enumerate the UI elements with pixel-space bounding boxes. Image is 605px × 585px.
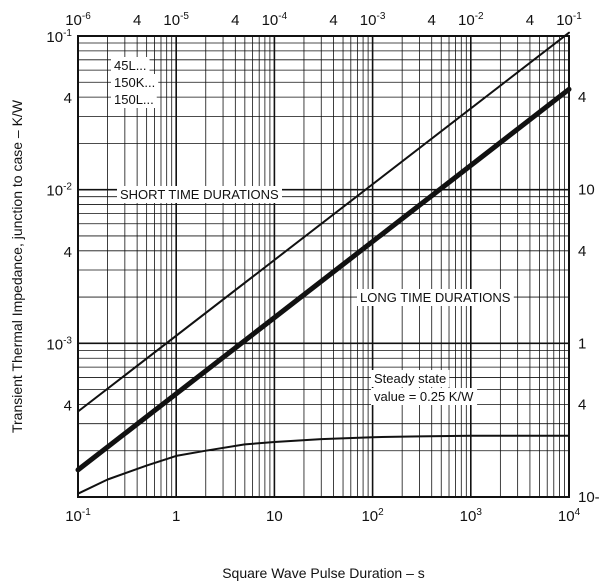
right-tick-label: 4: [578, 243, 586, 260]
right-tick-label: 10-: [578, 489, 600, 506]
legend-entry-group: 150K...: [111, 74, 158, 91]
y-tick-label: 4: [64, 397, 72, 414]
x-axis-title: Square Wave Pulse Duration – s: [222, 565, 425, 581]
legend-entry: 150L...: [114, 92, 154, 107]
annotation-short-time: SHORT TIME DURATIONS: [120, 187, 279, 202]
legend-entry-group: 45L...: [111, 57, 150, 74]
y-tick-label: 10-2: [46, 182, 72, 200]
top-tick-label: 10-5: [163, 11, 189, 29]
top-tick-label: 10-3: [360, 11, 386, 29]
right-tick-label: 10: [578, 182, 595, 199]
top-tick-label: 10-2: [458, 11, 484, 29]
y-tick-label: 10-1: [46, 28, 72, 46]
right-tick-label: 4: [578, 89, 586, 106]
top-tick-label: 4: [329, 12, 337, 29]
annotation-steady-state-group: Steady state: [371, 370, 449, 387]
annotation-short-time-group: SHORT TIME DURATIONS: [117, 186, 282, 203]
top-tick-label: 10-4: [262, 11, 288, 29]
x-tick-label: 10-1: [65, 507, 91, 525]
y-tick-label: 10-3: [46, 335, 72, 353]
x-tick-label: 10: [266, 508, 283, 525]
series-line-1: [78, 89, 569, 470]
top-tick-label: 4: [526, 12, 534, 29]
x-tick-label: 102: [361, 507, 384, 525]
y-axis-title: Transient Thermal Impedance, junction to…: [9, 99, 25, 433]
top-tick-label: 4: [133, 12, 141, 29]
y-tick-label: 4: [64, 244, 72, 261]
top-tick-label: 10-1: [556, 11, 582, 29]
right-tick-label: 1: [578, 335, 586, 352]
x-tick-label: 104: [558, 507, 581, 525]
right-tick-label: 4: [578, 396, 586, 413]
legend-entry-group: 150L...: [111, 91, 157, 108]
annotation-long-time-group: LONG TIME DURATIONS: [357, 289, 514, 306]
series-line-2: [78, 436, 569, 494]
y-tick-label: 4: [64, 90, 72, 107]
annotation-steady-value-group: value = 0.25 K/W: [371, 388, 477, 405]
annotation-long-time: LONG TIME DURATIONS: [360, 290, 511, 305]
x-tick-label: 1: [172, 508, 180, 525]
top-tick-label: 4: [428, 12, 436, 29]
annotation-steady-state: Steady state: [374, 371, 446, 386]
x-tick-label: 103: [460, 507, 483, 525]
annotation-steady-value: value = 0.25 K/W: [374, 389, 474, 404]
top-tick-label: 10-6: [65, 11, 91, 29]
legend-entry: 150K...: [114, 75, 155, 90]
top-tick-label: 4: [231, 12, 239, 29]
legend-entry: 45L...: [114, 58, 147, 73]
